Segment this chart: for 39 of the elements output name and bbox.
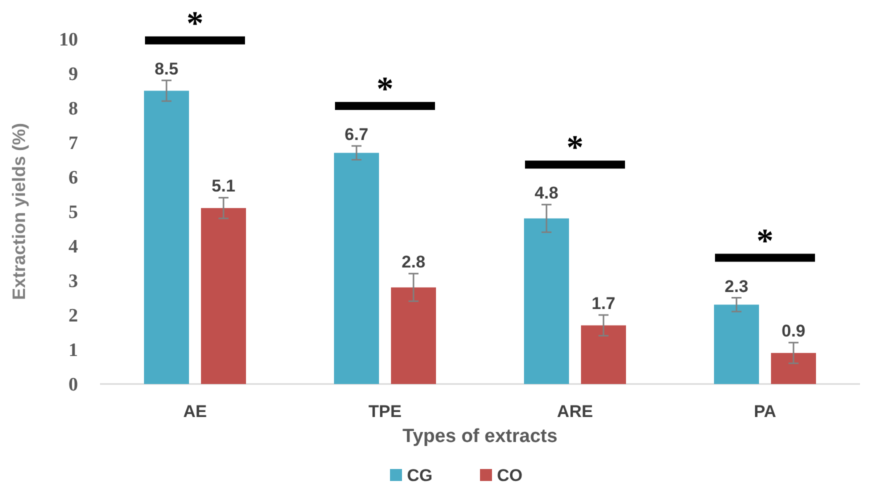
y-tick-label: 7 xyxy=(68,133,78,154)
y-tick-label: 1 xyxy=(68,340,78,362)
y-tick-label: 0 xyxy=(68,374,78,396)
data-label: 0.9 xyxy=(782,322,806,341)
data-label: 2.3 xyxy=(724,276,748,296)
bar xyxy=(201,208,246,384)
y-tick-label: 2 xyxy=(68,306,78,327)
y-tick-label: 6 xyxy=(68,168,78,189)
annotation: * xyxy=(376,70,394,108)
x-axis-title: Types of extracts xyxy=(402,426,558,447)
bar xyxy=(144,90,189,384)
data-label: 1.7 xyxy=(592,294,616,313)
y-axis-title: Extraction yields (%) xyxy=(9,122,29,300)
x-tick-label: PA xyxy=(754,402,776,421)
x-tick-label: AE xyxy=(183,402,207,421)
y-tick-label: 5 xyxy=(68,202,78,224)
y-tick-label: 9 xyxy=(68,64,78,86)
y-tick-label: 10 xyxy=(59,30,78,51)
y-tick-label: 8 xyxy=(68,98,78,120)
bar xyxy=(581,325,626,384)
legend-label: CO xyxy=(497,466,522,485)
bar xyxy=(334,152,379,384)
y-tick-label: 4 xyxy=(68,236,78,258)
data-label: 8.5 xyxy=(154,59,178,78)
data-label: 2.8 xyxy=(402,252,426,272)
bar xyxy=(524,218,569,384)
annotation: * xyxy=(186,5,204,42)
legend-label: CG xyxy=(407,466,432,485)
annotation: * xyxy=(566,130,584,167)
bar xyxy=(391,287,436,384)
data-label: 5.1 xyxy=(212,176,236,196)
x-tick-label: ARE xyxy=(557,402,593,421)
annotation: * xyxy=(756,222,774,260)
bar xyxy=(714,304,759,384)
y-tick-label: 3 xyxy=(68,271,78,292)
data-label: 6.7 xyxy=(344,124,368,144)
data-label: 4.8 xyxy=(534,184,558,203)
bar xyxy=(771,352,816,384)
x-tick-label: TPE xyxy=(368,402,402,421)
